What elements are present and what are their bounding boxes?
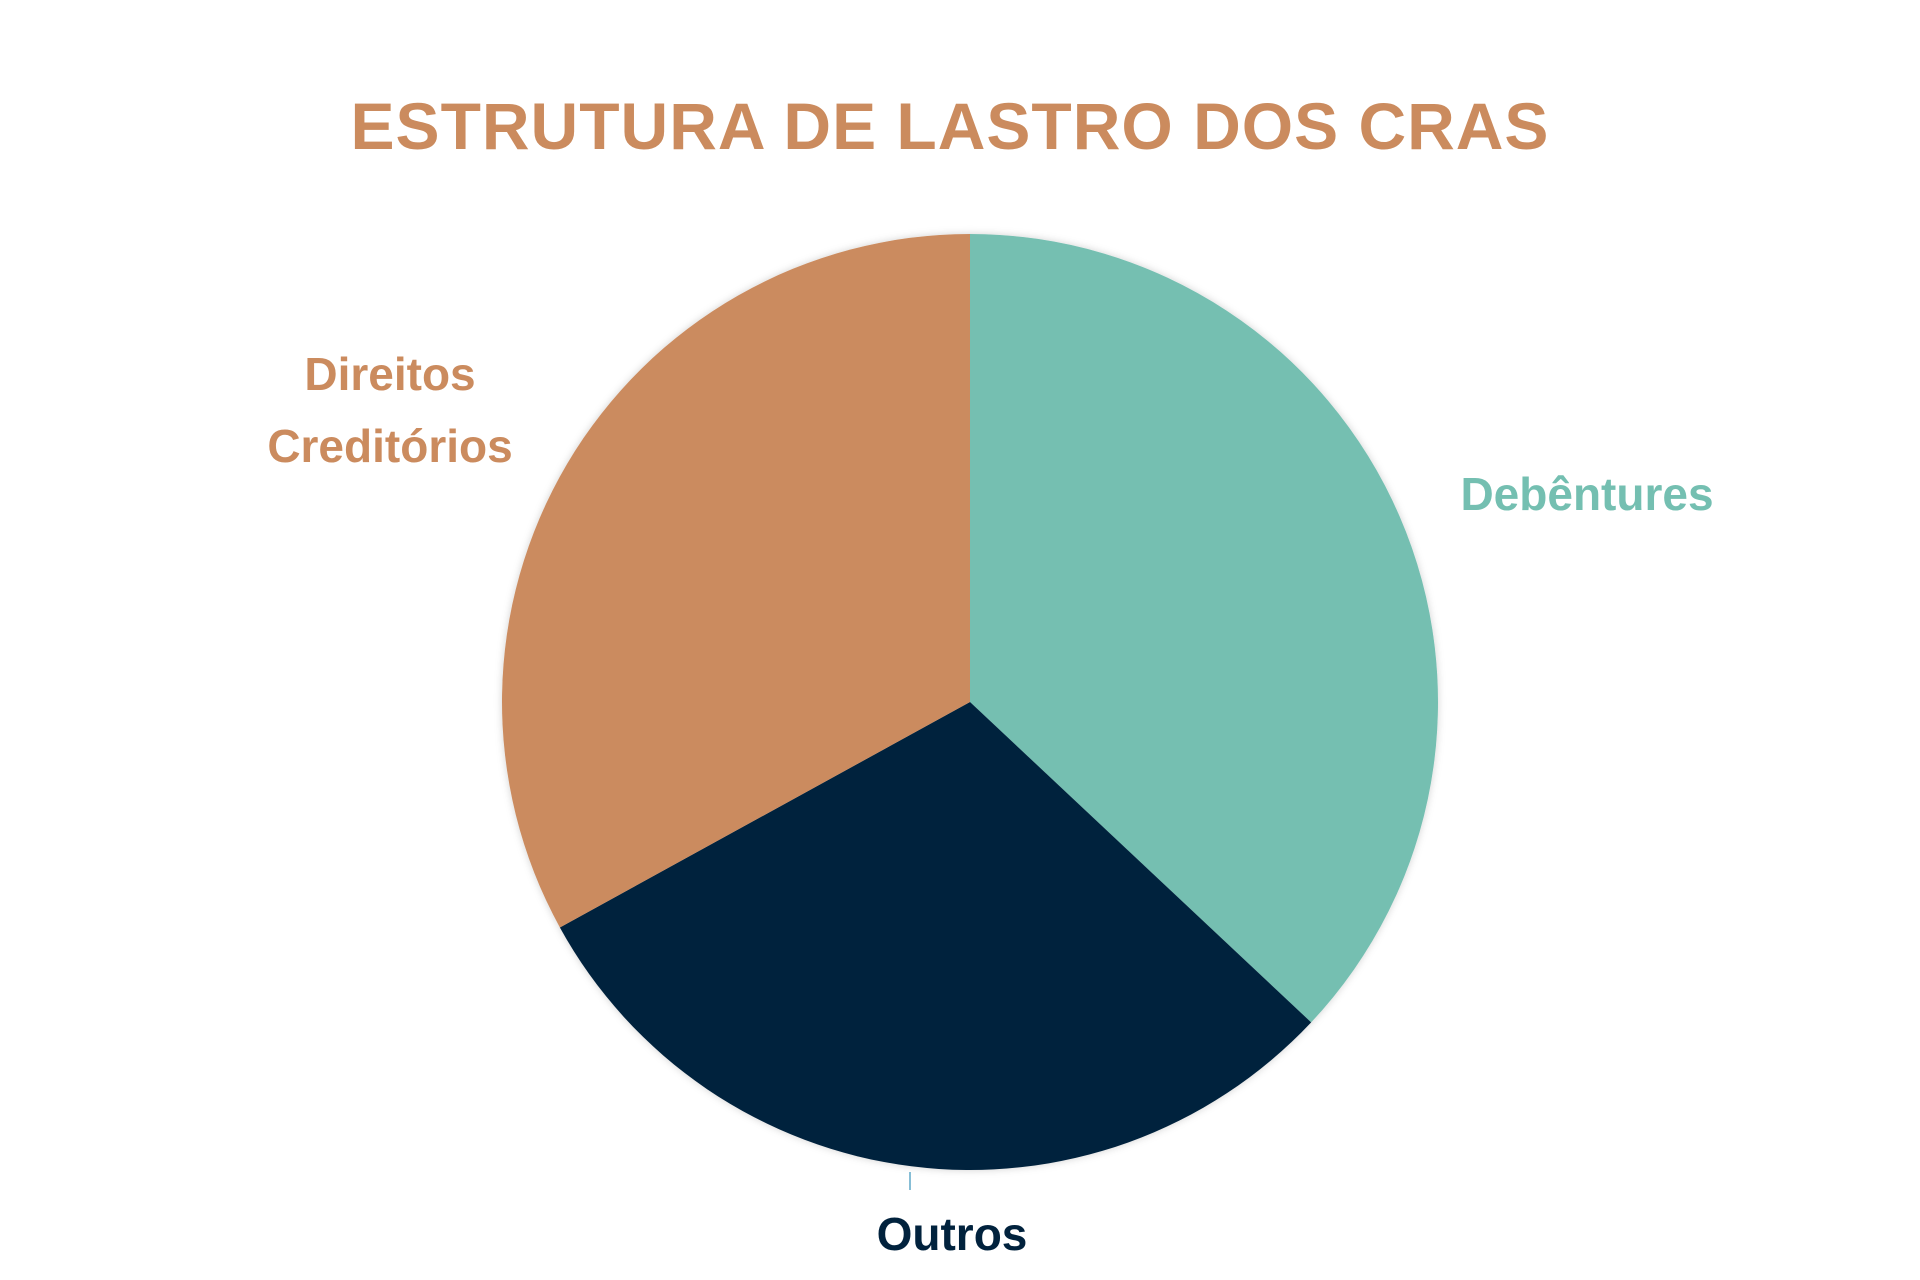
pie-slice [501, 234, 970, 928]
pie-slice [559, 702, 1312, 1170]
slice-label: Debêntures [1460, 468, 1714, 520]
pie [501, 234, 1439, 1170]
slice-label: Direitos Creditórios [267, 348, 513, 472]
chart-title: ESTRUTURA DE LASTRO DOS CRAS [350, 89, 1550, 163]
pie-slice [970, 234, 1439, 1023]
slice-label: Outros [876, 1208, 1028, 1260]
